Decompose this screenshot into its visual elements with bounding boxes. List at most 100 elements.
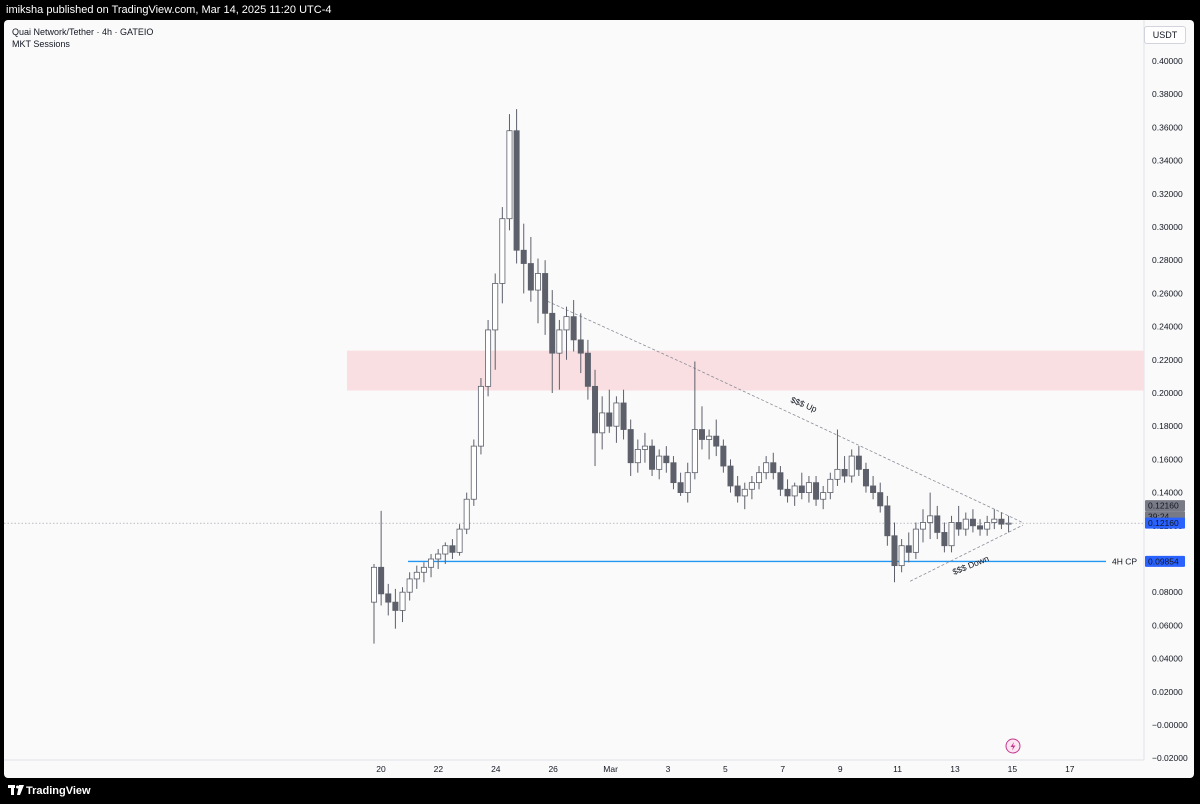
candlestick-chart[interactable]: $$$ Up $$$ Down 0.40000 0.38000 0.36000 0.340… bbox=[4, 20, 1194, 778]
candle-body bbox=[492, 283, 499, 331]
candle-body bbox=[641, 445, 648, 450]
x-axis-tick-label: 5 bbox=[723, 764, 728, 774]
x-axis-tick-label: 7 bbox=[780, 764, 785, 774]
candle-body bbox=[656, 455, 663, 470]
x-axis-tick-label: 20 bbox=[376, 764, 386, 774]
candle-body bbox=[756, 472, 763, 484]
last-price-top-label-bg bbox=[1145, 500, 1185, 512]
candle-body bbox=[606, 412, 613, 427]
candle-body bbox=[513, 130, 520, 251]
publish-header: imiksha published on TradingView.com, Ma… bbox=[0, 0, 1200, 20]
candle-body bbox=[891, 535, 898, 567]
candle-body bbox=[456, 528, 463, 553]
candle-body bbox=[784, 488, 791, 497]
candle-body bbox=[435, 553, 442, 560]
candle-body bbox=[877, 492, 884, 507]
candle-body bbox=[385, 593, 392, 603]
y-axis-tick-label: 0.30000 bbox=[1152, 222, 1183, 232]
x-axis-tick-label: 3 bbox=[666, 764, 671, 774]
last-price-top-label: 0.12160 bbox=[1148, 501, 1179, 511]
candle-body bbox=[463, 498, 470, 530]
x-axis-tick-label: 11 bbox=[893, 764, 902, 774]
y-axis-tick-label: 0.18000 bbox=[1152, 421, 1183, 431]
y-axis-tick-label: 0.24000 bbox=[1152, 322, 1183, 332]
candle-body bbox=[841, 468, 848, 477]
candle-body bbox=[378, 566, 385, 595]
y-axis-tick-label: 0.22000 bbox=[1152, 355, 1183, 365]
candle-body bbox=[805, 482, 812, 494]
currency-button[interactable]: USDT bbox=[1144, 26, 1186, 44]
y-axis-tick-label: 0.02000 bbox=[1152, 687, 1183, 697]
y-axis-tick-label: 0.28000 bbox=[1152, 255, 1183, 265]
candle-body bbox=[684, 472, 691, 493]
y-axis-tick-label: 0.32000 bbox=[1152, 189, 1183, 199]
candle-body bbox=[534, 273, 541, 291]
candle-body bbox=[584, 352, 591, 387]
candle-body bbox=[477, 385, 484, 447]
x-axis-tick-label: 26 bbox=[548, 764, 558, 774]
candle-body bbox=[927, 515, 934, 523]
candle-body bbox=[520, 249, 527, 264]
indicator-name[interactable]: MKT Sessions bbox=[12, 39, 70, 49]
candle-body bbox=[713, 435, 720, 447]
x-axis-tick-label: 22 bbox=[434, 764, 444, 774]
candle-body bbox=[649, 445, 656, 470]
candle-body bbox=[763, 462, 770, 474]
chart-pane[interactable]: $$$ Up $$$ Down 0.40000 0.38000 0.36000 0.340… bbox=[4, 20, 1194, 778]
candle-body bbox=[420, 566, 427, 573]
candle-body bbox=[449, 545, 456, 553]
candle-body bbox=[820, 492, 827, 500]
candle-body bbox=[613, 402, 620, 427]
x-axis-tick-label: 24 bbox=[491, 764, 501, 774]
candle-body bbox=[934, 515, 941, 533]
x-axis-tick-label: 17 bbox=[1065, 764, 1075, 774]
candle-body bbox=[634, 449, 641, 464]
candle-body bbox=[691, 429, 698, 474]
candle-body bbox=[998, 518, 1005, 525]
lower-trendline bbox=[909, 524, 1024, 582]
candle-body bbox=[748, 482, 755, 490]
candle-body bbox=[527, 263, 534, 291]
y-axis-tick-label: 0.20000 bbox=[1152, 388, 1183, 398]
y-axis-tick-label: 0.36000 bbox=[1152, 122, 1183, 132]
lightning-icon[interactable] bbox=[1005, 738, 1021, 754]
tradingview-brand: TradingView bbox=[26, 785, 91, 797]
y-axis-tick-label: −0.00000 bbox=[1152, 720, 1188, 730]
candle-body bbox=[741, 488, 748, 497]
y-axis-tick-label: 0.26000 bbox=[1152, 288, 1183, 298]
candle-body bbox=[955, 522, 962, 530]
y-axis-tick-label: 0.38000 bbox=[1152, 89, 1183, 99]
candle-body bbox=[948, 522, 955, 547]
candle-body bbox=[770, 462, 777, 474]
x-axis-tick-label: 15 bbox=[1008, 764, 1018, 774]
candle-body bbox=[428, 558, 435, 568]
x-axis-tick-label: Mar bbox=[603, 764, 618, 774]
candle-body bbox=[670, 462, 677, 484]
candle-body bbox=[727, 465, 734, 487]
candle-body bbox=[485, 329, 492, 387]
y-axis-tick-label: 0.34000 bbox=[1152, 156, 1183, 166]
candle-body bbox=[813, 482, 820, 500]
candle-body bbox=[991, 518, 998, 523]
candle-body bbox=[542, 273, 549, 314]
candle-body bbox=[399, 591, 406, 611]
candle-body bbox=[898, 545, 905, 567]
candle-body bbox=[413, 571, 420, 580]
candle-body bbox=[370, 566, 377, 603]
level-name-bg bbox=[1110, 555, 1143, 567]
candle-body bbox=[563, 316, 570, 331]
y-axis-tick-label: 0.40000 bbox=[1152, 56, 1183, 66]
y-axis-tick-label: −0.02000 bbox=[1152, 753, 1188, 763]
y-axis-tick-label: 0.06000 bbox=[1152, 620, 1183, 630]
x-axis-tick-label: 9 bbox=[838, 764, 843, 774]
candle-body bbox=[599, 412, 606, 434]
candle-body bbox=[1005, 522, 1012, 525]
y-axis-tick-label: 0.14000 bbox=[1152, 488, 1183, 498]
y-axis-tick-label: 0.04000 bbox=[1152, 654, 1183, 664]
upper-trendline-label: $$$ Up bbox=[789, 395, 818, 415]
candle-body bbox=[577, 339, 584, 354]
candle-body bbox=[442, 545, 449, 555]
footer-bar: TradingView bbox=[0, 778, 1200, 804]
symbol-line[interactable]: Quai Network/Tether · 4h · GATEIO bbox=[12, 27, 154, 37]
candle-body bbox=[470, 445, 477, 500]
